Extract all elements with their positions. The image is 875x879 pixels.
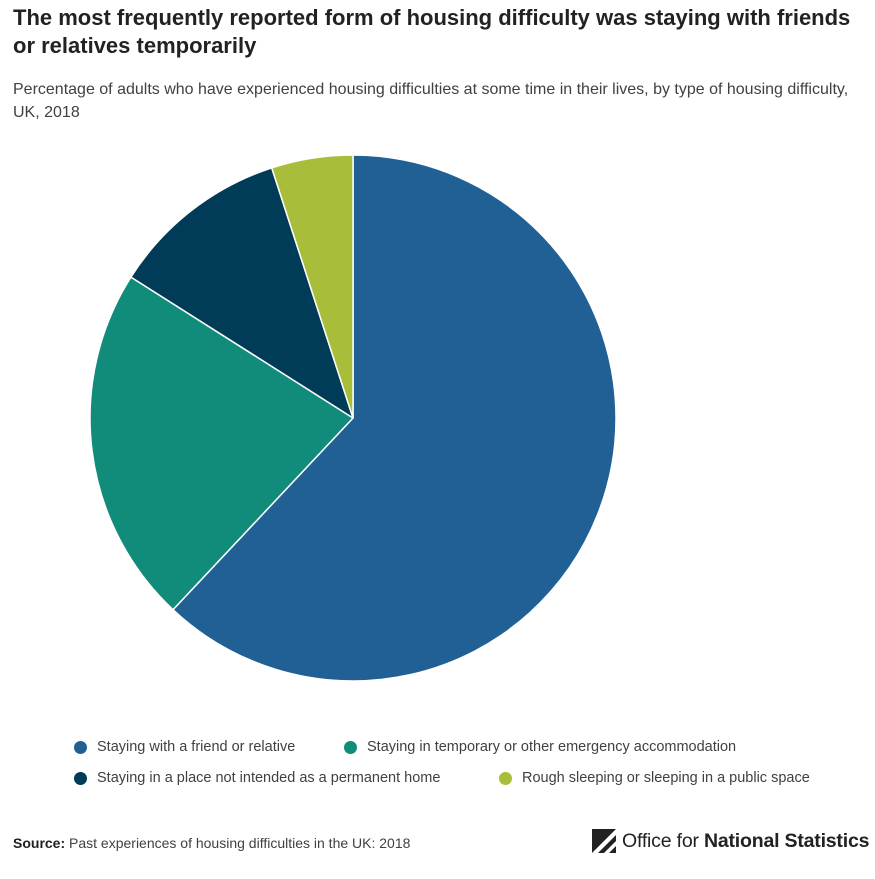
logo-text-light: Office for	[622, 829, 704, 852]
chart-subtitle: Percentage of adults who have experience…	[13, 81, 849, 121]
legend-swatch	[344, 740, 357, 754]
chart-title: The most frequently reported form of hou…	[13, 5, 851, 58]
legend-item-friend-relative: Staying with a friend or relative	[74, 739, 295, 755]
slice-rough-sleeping[interactable]	[270, 154, 354, 419]
slice-temporary-accommodation[interactable]	[89, 276, 354, 611]
slice-friend-relative[interactable]	[172, 154, 617, 682]
legend-label: Staying with a friend or relative	[97, 739, 296, 755]
legend-label: Staying in temporary or other emergency …	[367, 739, 737, 755]
legend-item-rough-sleeping: Rough sleeping or sleeping in a public s…	[499, 770, 810, 786]
legend-item-not-permanent-home: Staying in a place not intended as a per…	[74, 770, 440, 786]
ons-logo-icon	[592, 829, 616, 853]
legend-item-temporary-accommodation: Staying in temporary or other emergency …	[344, 739, 736, 755]
logo-text-bold: National Statistics	[703, 829, 870, 852]
slice-not-permanent-home[interactable]	[130, 167, 354, 419]
pie-chart	[89, 154, 617, 682]
source-note: Source: Past experiences of housing diff…	[13, 835, 410, 851]
source-text: Past experiences of housing difficulties…	[69, 835, 411, 851]
source-label: Source:	[13, 835, 66, 851]
legend-label: Rough sleeping or sleeping in a public s…	[522, 770, 810, 786]
ons-logo: Office for National Statistics	[592, 828, 869, 854]
legend-swatch	[499, 771, 512, 785]
ons-logo-text: Office for National Statistics	[622, 830, 869, 853]
legend-label: Staying in a place not intended as a per…	[97, 770, 441, 786]
legend-swatch	[74, 771, 87, 785]
legend-swatch	[74, 740, 87, 754]
